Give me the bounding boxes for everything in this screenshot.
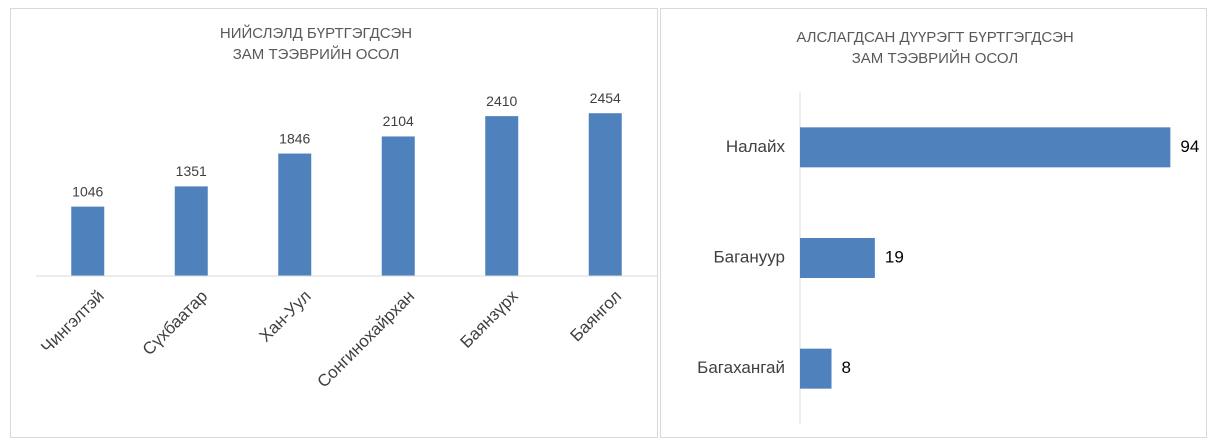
x-tick-label: Чингэлтэй <box>37 287 107 357</box>
y-tick-label: Налайх <box>726 137 786 156</box>
value-label: 1046 <box>72 183 103 199</box>
bar <box>278 153 312 276</box>
x-tick-label: Баянзүрх <box>457 286 523 352</box>
right-frame <box>660 8 1207 438</box>
left-frame <box>10 8 658 438</box>
bar <box>71 206 105 276</box>
chart-title: АЛСЛАГДСАН ДҮҮРЭГТ БҮРТГЭГДСЭН <box>796 29 1073 46</box>
value-label: 1846 <box>279 130 310 146</box>
x-tick-label: Баянгол <box>567 287 626 346</box>
value-label: 2410 <box>486 93 517 109</box>
y-tick-label: Багануур <box>713 247 785 266</box>
x-tick-label: Сонгинохайрхан <box>313 287 418 392</box>
bar <box>174 186 208 276</box>
value-label: 2454 <box>590 90 621 106</box>
bar <box>381 136 415 276</box>
value-label: 19 <box>885 247 904 266</box>
value-label: 94 <box>1180 137 1199 156</box>
chart-title: НИЙСЛЭЛД БҮРТГЭГДСЭН <box>220 24 412 42</box>
value-label: 1351 <box>176 163 207 179</box>
chart-title: ЗАМ ТЭЭВРИЙН ОСОЛ <box>233 45 400 63</box>
bar <box>800 348 832 389</box>
bar <box>800 238 875 278</box>
value-label: 8 <box>842 358 851 377</box>
bar <box>485 116 519 277</box>
chart-title: ЗАМ ТЭЭВРИЙН ОСОЛ <box>852 49 1019 67</box>
bar <box>588 113 622 276</box>
value-label: 2104 <box>383 113 414 129</box>
x-tick-label: Сүхбаатар <box>139 287 211 359</box>
y-tick-label: Багахангай <box>697 358 785 377</box>
x-tick-label: Хан-Уул <box>256 287 315 346</box>
bar <box>800 127 1171 168</box>
